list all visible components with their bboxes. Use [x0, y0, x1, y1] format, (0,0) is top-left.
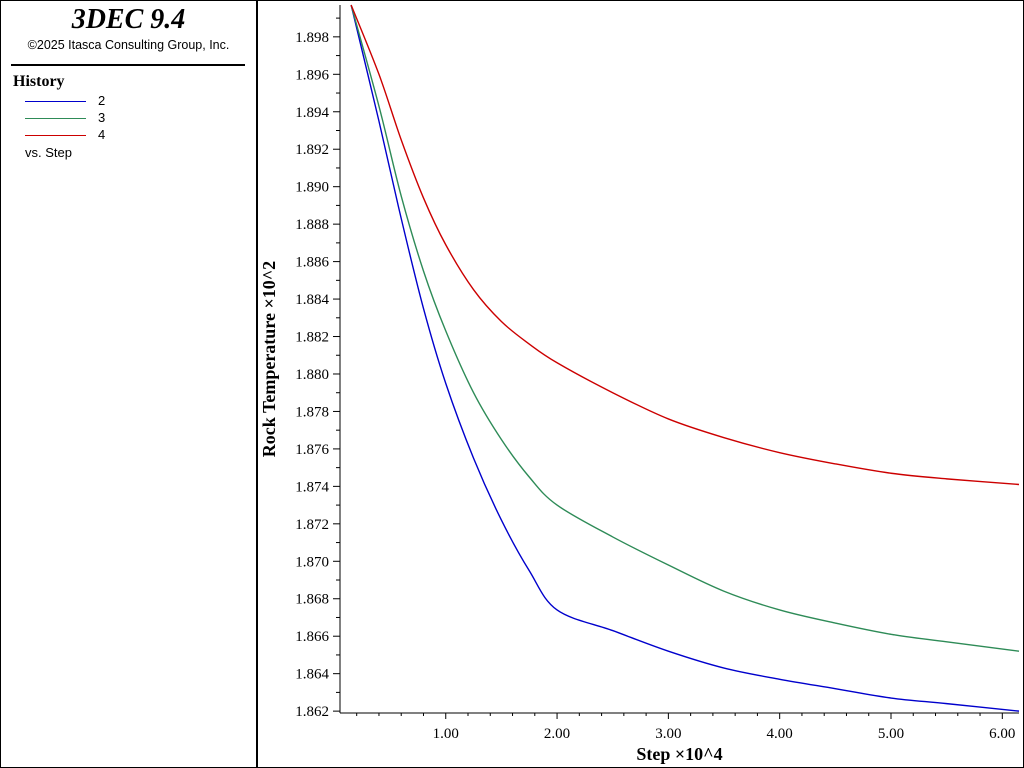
legend-label-4: 4 [98, 127, 106, 142]
x-axis-title: Step ×10^4 [636, 744, 722, 764]
y-tick-label-16: 1.894 [295, 105, 329, 121]
y-axis-title: Rock Temperature ×10^2 [259, 261, 279, 457]
y-tick-label-14: 1.890 [295, 180, 329, 196]
y-tick-label-8: 1.878 [295, 404, 329, 420]
y-tick-label-12: 1.886 [295, 255, 329, 271]
y-tick-label-1: 1.864 [295, 667, 329, 683]
legend-item-4: 4 [25, 127, 225, 144]
series-line-4 [350, 4, 1020, 486]
x-tick-label-1: 2.00 [544, 726, 570, 742]
series-line-3 [350, 4, 1020, 652]
legend-swatch-2 [25, 101, 86, 102]
legend-item-2: 2 [25, 93, 225, 110]
y-tick-label-6: 1.874 [295, 479, 329, 495]
y-tick-label-10: 1.882 [295, 330, 329, 346]
legend-panel: 3DEC 9.4 ©2025 Itasca Consulting Group, … [1, 1, 258, 767]
y-tick-label-2: 1.866 [295, 629, 329, 645]
legend-swatch-3 [25, 118, 86, 119]
y-tick-label-17: 1.896 [295, 67, 329, 83]
y-tick-label-11: 1.884 [295, 292, 329, 308]
y-tick-label-3: 1.868 [295, 592, 329, 608]
x-tick-label-3: 4.00 [767, 726, 793, 742]
legend-x-variable: vs. Step [25, 145, 72, 160]
app-title: 3DEC 9.4 [71, 4, 186, 35]
y-tick-label-18: 1.898 [295, 30, 329, 46]
y-tick-label-0: 1.862 [295, 704, 329, 720]
y-tick-label-13: 1.888 [295, 217, 329, 233]
x-tick-label-4: 5.00 [878, 726, 904, 742]
legend-swatch-4 [25, 135, 86, 136]
legend-label-3: 3 [98, 110, 106, 125]
series-line-2 [350, 4, 1020, 712]
legend-item-3: 3 [25, 110, 225, 127]
title-divider [11, 64, 245, 66]
x-tick-label-2: 3.00 [655, 726, 681, 742]
y-tick-label-15: 1.892 [295, 142, 329, 158]
y-tick-label-9: 1.880 [295, 367, 329, 383]
y-tick-label-4: 1.870 [295, 554, 329, 570]
x-tick-label-0: 1.00 [433, 726, 459, 742]
legend-label-2: 2 [98, 93, 106, 108]
x-tick-label-5: 6.00 [989, 726, 1015, 742]
copyright-notice: ©2025 Itasca Consulting Group, Inc. [27, 38, 230, 52]
y-tick-label-7: 1.876 [295, 442, 329, 458]
y-tick-label-5: 1.872 [295, 517, 329, 533]
legend-heading: History [13, 73, 65, 90]
